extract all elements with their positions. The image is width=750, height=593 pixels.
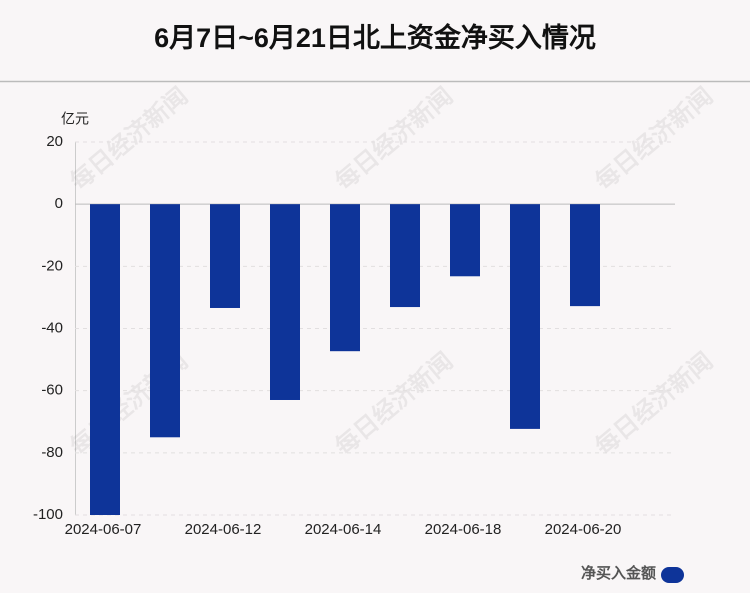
bar [150, 204, 180, 438]
x-tick-label: 2024-06-12 [185, 521, 262, 538]
chart-title: 6月7日~6月21日北上资金净买入情况 [154, 22, 596, 53]
y-tick-label: -40 [41, 319, 63, 336]
y-tick-label: -80 [41, 444, 63, 461]
bar [450, 204, 480, 277]
legend-label: 净买入金额 [581, 564, 656, 582]
x-tick-label: 2024-06-07 [65, 521, 142, 538]
legend-swatch [661, 567, 684, 583]
bar [90, 204, 120, 515]
y-tick-label: -60 [41, 382, 63, 399]
x-tick-label: 2024-06-20 [545, 521, 622, 538]
y-tick-label: 20 [46, 133, 63, 150]
bar [330, 204, 360, 352]
bar [510, 204, 540, 429]
y-tick-label: -20 [41, 257, 63, 274]
bar [270, 204, 300, 400]
x-tick-label: 2024-06-18 [425, 521, 502, 538]
x-tick-label: 2024-06-14 [305, 521, 382, 538]
bar [390, 204, 420, 308]
y-tick-label: -100 [33, 506, 63, 523]
bar [210, 204, 240, 308]
y-tick-label: 0 [55, 195, 63, 212]
y-unit: 亿元 [61, 111, 89, 127]
bar [570, 204, 600, 307]
